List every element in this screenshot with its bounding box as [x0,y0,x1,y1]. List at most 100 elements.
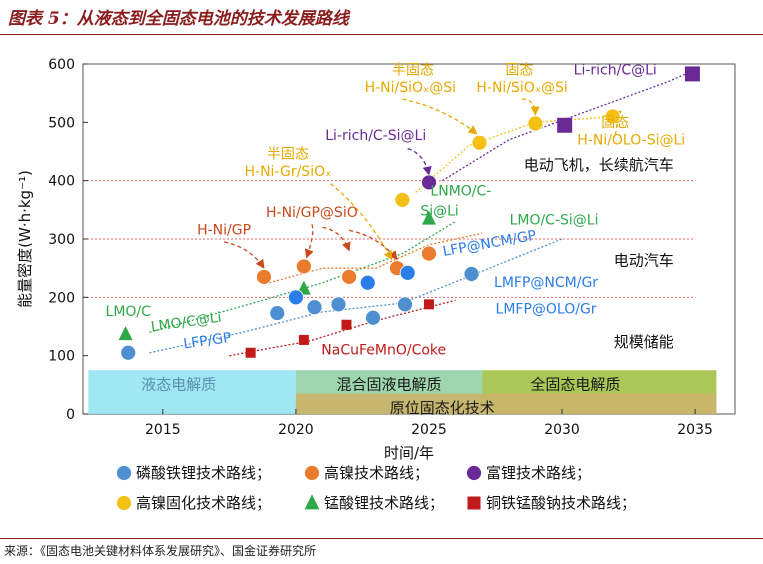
tech-label: 半固态 [392,63,434,79]
legend-label: 磷酸铁锂技术路线； [136,464,271,482]
band-label: 原位固态化技术 [390,399,495,417]
tech-label: LMO/C [106,304,152,320]
annotation-arrow [223,241,265,269]
trend-line [415,115,616,193]
data-point [423,299,434,310]
data-point [527,115,544,132]
x-tick-label: 2015 [145,422,181,438]
data-point [359,274,376,291]
data-point [341,269,358,285]
tech-label: H-Ni-Gr/SiOₓ [244,164,331,180]
band-label: 混合固液电解质 [337,376,442,394]
y-tick-label: 400 [48,174,75,190]
trend-line [149,220,456,333]
tech-label: 固态 [505,63,533,79]
data-point [421,245,437,262]
data-point [120,344,137,361]
data-point [421,210,436,225]
y-tick-label: 100 [48,349,75,365]
data-point [684,66,700,82]
x-tick-label: 2035 [677,422,713,438]
band-label: 液态电解质 [141,376,216,394]
data-point [471,134,488,151]
tech-label: H-Ni/OLO-Si@Li [577,133,685,149]
annotation-arrow [522,98,540,116]
legend-label: 锰酸锂技术路线； [324,494,444,512]
legend-label: 高镍技术路线； [324,464,429,482]
tech-label: LMFP@OLO/Gr [496,302,597,318]
legend-marker [304,465,320,481]
y-tick-label: 600 [48,57,75,73]
data-point [306,299,323,316]
data-point [341,319,352,330]
tech-label: NaCuFeMnO/Coke [321,343,446,359]
legend-marker [466,465,482,481]
tech-label: LMFP@NCM/Gr [494,275,598,291]
energy-density-chart: 液态电解质 混合固液电解质 全固态电解质原位固态化技术LMO/CLMO/C@LiLF… [16,57,736,512]
data-point [397,296,413,313]
source-divider [0,538,763,539]
tech-label: LFP/GP [182,330,232,353]
band-label: 全固态电解质 [530,376,620,394]
source-note: 来源：《固态电池关键材料体系发展研究》、国金证券研究所 [4,544,317,558]
legend-marker [116,465,132,481]
electrolyte-band [295,393,717,414]
trend-line [229,299,456,357]
legend-marker [467,496,481,510]
annotation-arrow [402,98,478,135]
data-point [394,192,411,208]
x-tick-label: 2030 [544,422,580,438]
legend-label: 铜铁锰酸钠技术路线； [486,494,636,512]
data-point [421,174,437,191]
data-point [245,347,256,358]
tech-label: LNMO/C- [430,183,491,199]
data-point [557,117,573,133]
tech-label: Li-rich/C@Li [574,63,657,79]
y-tick-label: 300 [48,232,75,248]
y-tick-label: 200 [48,290,75,306]
application-label: 电动汽车 [614,251,674,269]
annotation-arrow [304,224,314,259]
tech-label: H-Ni/GP@SiO [266,205,358,221]
application-label: 电动飞机，长续航汽车 [524,156,674,174]
tech-label: Si@Li [420,204,458,220]
data-point [365,309,381,326]
trend-line [149,238,563,354]
annotation-arrow [407,147,432,176]
y-tick-label: 500 [48,115,75,131]
annotation-arrow [322,226,351,252]
y-axis-label: 能量密度(W·h·kg⁻¹) [16,170,34,308]
data-point [463,266,480,282]
page-title: 图表 5：从液态到全固态电池的技术发展路线 [8,9,349,29]
data-point [295,258,312,275]
annotation-arrow [330,183,393,261]
application-label: 规模储能 [614,333,674,351]
data-point [330,296,347,313]
tech-label: H-Ni/GP [197,222,251,238]
title-divider [0,34,763,35]
tech-label: 半固态 [267,147,309,163]
legend-label: 富锂技术路线； [486,464,591,482]
legend-label: 高镍固化技术路线； [136,494,271,512]
annotation-arrow [348,229,398,261]
x-axis-label: 时间/年 [384,444,434,462]
tech-label: H-Ni/SiOₓ@Si [476,80,567,96]
trend-line [441,69,696,182]
tech-label: H-Ni/SiOₓ@Si [365,80,456,96]
electrolyte-band [88,370,296,414]
tech-label: Li-rich/C-Si@Li [325,128,426,144]
data-point [287,289,304,306]
tech-label: LMO/C-Si@Li [510,212,599,228]
y-tick-label: 0 [66,407,75,423]
x-tick-label: 2025 [411,422,447,438]
data-point [269,305,286,321]
data-point [298,334,309,345]
legend-marker [304,494,320,510]
data-point [118,326,133,341]
tech-label: 固态 [601,115,629,131]
x-tick-label: 2020 [278,422,314,438]
data-point [256,269,272,285]
legend-marker [116,495,132,511]
data-point [604,108,621,125]
data-point [399,264,416,281]
